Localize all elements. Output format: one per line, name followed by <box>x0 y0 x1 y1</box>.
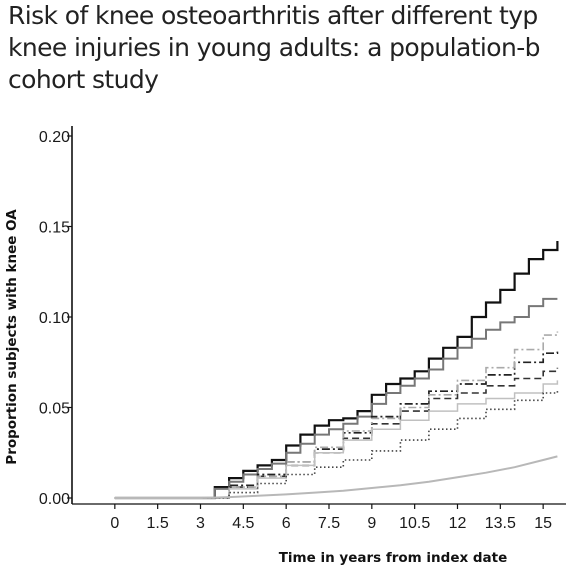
y-tick-label: 0.00 <box>39 491 70 508</box>
y-tick-label: 0.10 <box>39 310 70 327</box>
title-line-2: knee injuries in young adults: a populat… <box>8 33 540 62</box>
axis-labels: Time in years from index date Proportion… <box>4 209 507 566</box>
series-line-8 <box>114 455 558 499</box>
y-tick-label: 0.05 <box>39 401 70 418</box>
axes: 0.00 0.05 0.10 0.15 0.20 0 1.5 3 4.5 6 7.5 9 10.5 12 1… <box>39 126 566 532</box>
plot-area <box>114 241 559 500</box>
title-line-3: cohort study <box>8 65 159 94</box>
y-tick-label: 0.20 <box>39 129 70 146</box>
x-tick-label: 15 <box>534 515 552 532</box>
article-title: Risk of knee osteoarthritis after differ… <box>8 0 566 96</box>
series-line-7 <box>114 389 559 499</box>
series-line-5 <box>114 331 559 499</box>
x-tick-label: 1.5 <box>147 515 169 532</box>
x-tick-label: 13.5 <box>485 515 516 532</box>
x-tick-label: 4.5 <box>232 515 254 532</box>
x-tick-label: 0 <box>110 515 119 532</box>
series-line-6 <box>114 380 559 499</box>
series-line-3 <box>114 349 559 499</box>
series-line-4 <box>114 367 559 499</box>
x-tick-label: 6 <box>282 515 291 532</box>
x-tick-label: 3 <box>196 515 205 532</box>
x-tick-label: 9 <box>367 515 376 532</box>
y-tick-label: 0.15 <box>39 220 70 237</box>
series-line-1 <box>114 241 559 500</box>
y-axis-title: Proportion subjects with knee OA <box>4 209 20 465</box>
title-line-1: Risk of knee osteoarthritis after differ… <box>8 1 538 30</box>
knee-oa-chart: 0.00 0.05 0.10 0.15 0.20 0 1.5 3 4.5 6 7.5 9 10.5 12 1… <box>4 126 566 566</box>
x-tick-label: 10.5 <box>399 515 430 532</box>
x-tick-label: 12 <box>449 515 467 532</box>
x-axis-title: Time in years from index date <box>279 550 508 566</box>
x-tick-label: 7.5 <box>318 515 340 532</box>
series-line-2 <box>114 297 558 499</box>
